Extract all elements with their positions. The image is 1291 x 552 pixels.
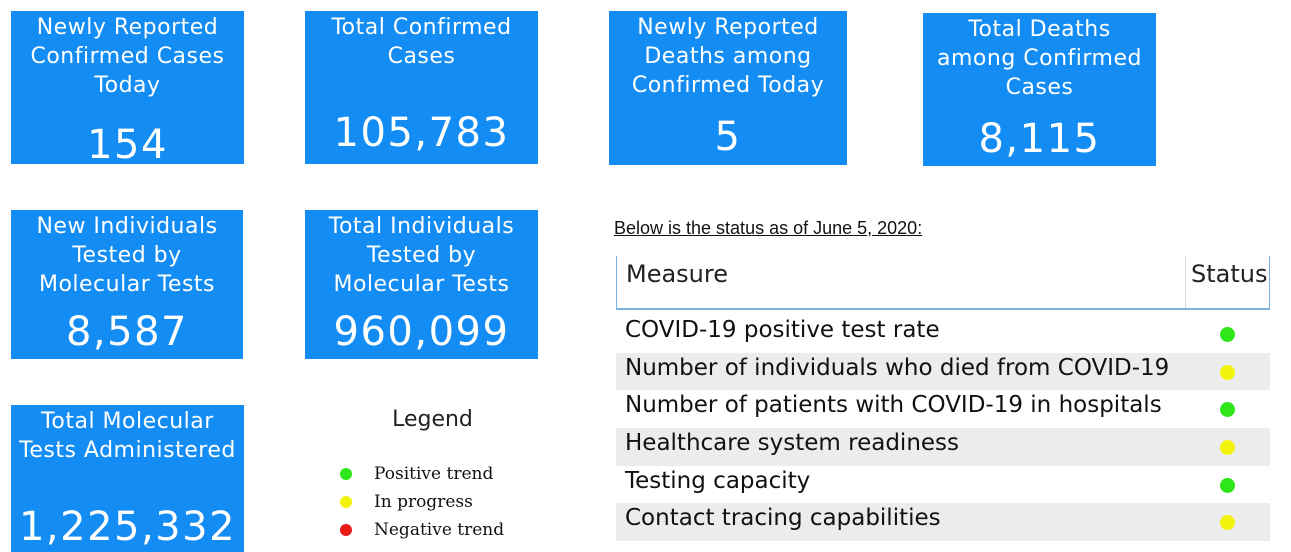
green-dot-icon	[340, 468, 352, 480]
legend-item-label: Positive trend	[374, 464, 494, 484]
measure-cell: Contact tracing capabilities	[625, 505, 941, 532]
kpi-value: 8,115	[978, 116, 1101, 162]
table-row: Contact tracing capabilities	[616, 503, 1270, 542]
kpi-label: New Individuals Tested by Molecular Test…	[36, 214, 218, 297]
status-date-note: Below is the status as of June 5, 2020:	[614, 218, 923, 238]
kpi-label: Total Deaths among Confirmed Cases	[937, 17, 1142, 100]
kpi-card-total-deaths: Total Deaths among Confirmed Cases 8,115	[923, 13, 1156, 166]
yellow-dot-icon	[340, 496, 352, 508]
status-dot-icon	[1220, 364, 1235, 380]
kpi-label: Total Individuals Tested by Molecular Te…	[328, 214, 515, 297]
measure-cell: Number of patients with COVID-19 in hosp…	[625, 392, 1162, 419]
table-body: COVID-19 positive test rate Number of in…	[616, 315, 1270, 542]
kpi-card-total-individuals-tested: Total Individuals Tested by Molecular Te…	[305, 210, 538, 359]
table-row: Number of patients with COVID-19 in hosp…	[616, 390, 1270, 428]
kpi-label: Total Confirmed Cases	[331, 15, 512, 69]
kpi-label: Newly Reported Deaths among Confirmed To…	[631, 15, 825, 98]
status-dot-icon	[1220, 515, 1235, 531]
red-dot-icon	[340, 524, 352, 536]
table-row: Healthcare system readiness	[616, 428, 1270, 466]
kpi-card-total-molecular-tests: Total Molecular Tests Administered 1,225…	[11, 405, 244, 552]
kpi-value: 1,225,332	[18, 504, 237, 550]
kpi-label: Total Molecular Tests Administered	[19, 409, 236, 463]
legend-item-positive: Positive trend	[340, 464, 493, 484]
legend-title: Legend	[392, 407, 473, 432]
column-divider	[1185, 256, 1186, 308]
measure-cell: COVID-19 positive test rate	[625, 317, 940, 343]
status-dot-icon	[1220, 477, 1235, 493]
kpi-card-total-confirmed: Total Confirmed Cases 105,783	[305, 11, 538, 164]
table-row: COVID-19 positive test rate	[616, 315, 1270, 353]
kpi-value: 154	[87, 122, 168, 164]
table-row: Testing capacity	[616, 466, 1270, 504]
measure-cell: Testing capacity	[625, 467, 811, 494]
kpi-card-new-deaths-today: Newly Reported Deaths among Confirmed To…	[609, 11, 847, 165]
table-header: Measure Status	[616, 256, 1270, 310]
measure-cell: Healthcare system readiness	[625, 430, 960, 457]
table-row: Number of individuals who died from COVI…	[616, 352, 1270, 391]
kpi-value: 5	[714, 114, 742, 160]
column-header-measure: Measure	[626, 260, 728, 288]
kpi-label: Newly Reported Confirmed Cases Today	[30, 15, 225, 98]
status-dot-icon	[1220, 327, 1235, 342]
kpi-value: 8,587	[65, 309, 188, 355]
kpi-value: 105,783	[333, 110, 510, 156]
legend-item-label: In progress	[374, 492, 473, 512]
legend-item-label: Negative trend	[374, 520, 505, 540]
status-dot-icon	[1220, 402, 1235, 418]
kpi-card-new-confirmed-today: Newly Reported Confirmed Cases Today 154	[11, 11, 244, 164]
legend-item-negative: Negative trend	[340, 520, 504, 540]
measure-cell: Number of individuals who died from COVI…	[625, 354, 1170, 381]
kpi-value: 960,099	[333, 309, 510, 355]
status-table: Measure Status COVID-19 positive test ra…	[616, 256, 1270, 542]
legend-item-in-progress: In progress	[340, 492, 473, 512]
column-header-status: Status	[1191, 260, 1268, 288]
status-dot-icon	[1220, 440, 1235, 456]
kpi-card-new-individuals-tested: New Individuals Tested by Molecular Test…	[11, 210, 243, 359]
